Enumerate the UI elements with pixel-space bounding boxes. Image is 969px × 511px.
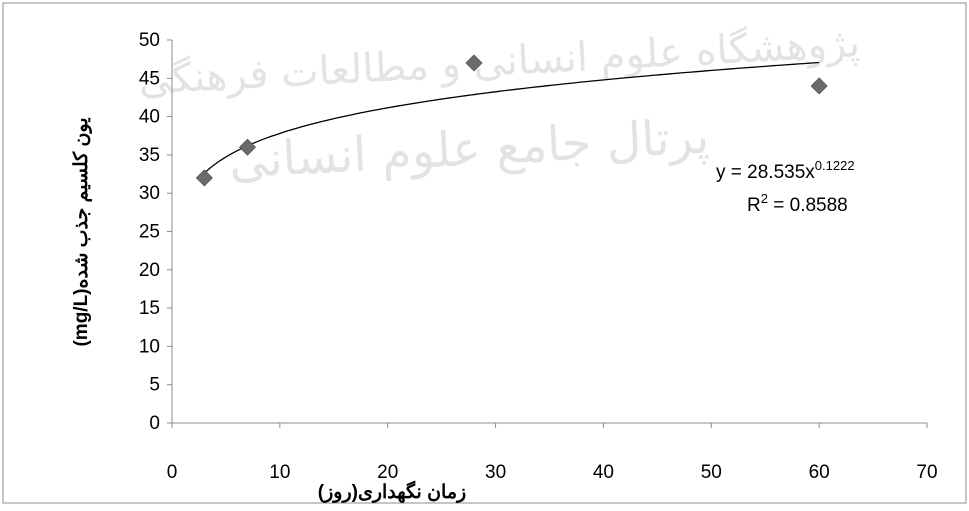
r-squared-r: R: [747, 195, 761, 216]
y-tick-label: 30: [139, 183, 160, 204]
y-tick-label: 0: [149, 413, 160, 434]
data-point-marker: [465, 54, 483, 72]
equation-main: y = 28.535x: [716, 162, 815, 183]
x-tick-label: 0: [167, 462, 178, 483]
y-tick-label: 40: [139, 107, 160, 128]
y-tick-label: 15: [139, 298, 160, 319]
x-tick-label: 70: [916, 462, 937, 483]
y-axis-ticks: 0 5 10 15 20 25 30 35 40 45 50: [139, 30, 172, 434]
x-tick-label: 40: [593, 462, 614, 483]
y-axis-title: یون کلسیم جذب شده(mg/L): [71, 117, 92, 346]
equation-exponent: 0.1222: [815, 158, 855, 173]
trendline-equation: y = 28.535x0.1222: [716, 158, 855, 183]
trendline: [203, 61, 820, 174]
data-point-marker: [810, 77, 828, 95]
x-tick-label: 10: [269, 462, 290, 483]
x-tick-label: 30: [485, 462, 506, 483]
y-tick-label: 35: [139, 145, 160, 166]
r-squared-value: = 0.8588: [768, 195, 848, 216]
chart-area-border: [2, 2, 967, 504]
x-tick-label: 50: [701, 462, 722, 483]
y-tick-label: 50: [139, 30, 160, 51]
x-tick-label: 60: [809, 462, 830, 483]
x-axis-ticks: 0 10 20 30 40 50 60 70: [167, 423, 938, 483]
y-tick-label: 45: [139, 68, 160, 89]
y-tick-label: 25: [139, 222, 160, 243]
data-point-marker: [195, 169, 213, 187]
y-tick-label: 5: [149, 375, 160, 396]
x-axis-title: زمان نگهداری(روز): [318, 480, 466, 503]
data-point-marker: [238, 138, 257, 156]
y-tick-label: 20: [139, 260, 160, 281]
y-tick-label: 10: [139, 336, 160, 357]
data-points: [195, 54, 828, 187]
x-tick-label: 20: [377, 462, 398, 483]
r-squared-label: R2 = 0.8588: [747, 191, 848, 216]
r-squared-power: 2: [761, 191, 768, 206]
